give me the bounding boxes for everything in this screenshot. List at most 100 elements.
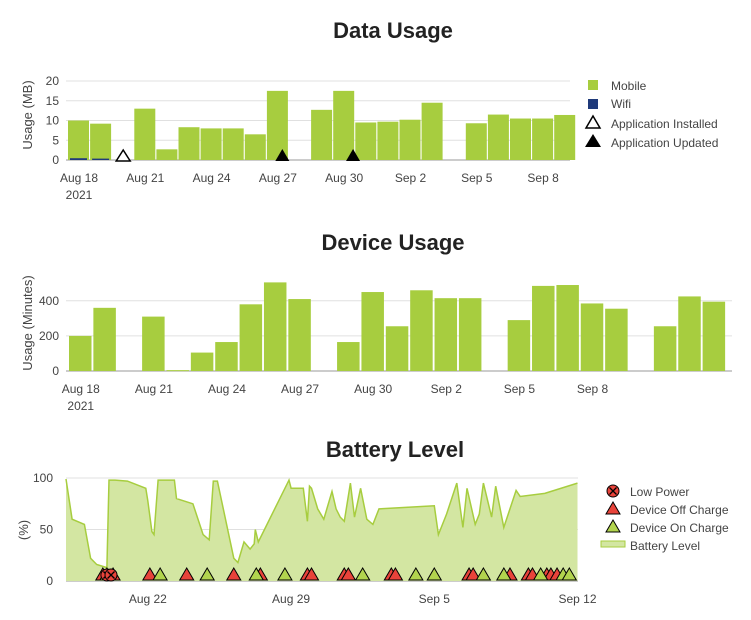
app-installed-marker[interactable] <box>114 148 132 162</box>
mobile-bar[interactable] <box>68 120 89 161</box>
legend-item-wifi[interactable]: Wifi <box>588 97 631 111</box>
mobile-bar[interactable] <box>554 114 576 160</box>
data-usage-legend: Mobile Wifi Application Installed Applic… <box>584 79 718 150</box>
mobile-bar[interactable] <box>399 119 421 160</box>
device-usage-bar[interactable] <box>605 308 628 371</box>
device-on-charge-marker[interactable] <box>354 567 371 581</box>
mobile-bar[interactable] <box>510 118 531 160</box>
device-usage-bar[interactable] <box>288 299 311 371</box>
device-off-charge-marker[interactable] <box>178 567 195 581</box>
mobile-bar[interactable] <box>377 121 399 160</box>
device-usage-bar[interactable] <box>385 326 409 371</box>
device-on-charge-marker[interactable] <box>277 567 293 581</box>
device-usage-bars <box>69 282 726 372</box>
device-usage-bar[interactable] <box>263 282 287 371</box>
battery-level-line[interactable] <box>65 477 578 569</box>
device-usage-bar[interactable] <box>239 304 263 371</box>
device-usage-bar[interactable] <box>556 285 579 371</box>
device-usage-bar[interactable] <box>458 298 482 371</box>
device-usage-bar[interactable] <box>190 352 214 371</box>
battery-level-ylabel: (%) <box>16 520 31 540</box>
device-off-charge-icon <box>605 501 621 515</box>
y-tick-label: 10 <box>46 114 60 128</box>
mobile-bar[interactable] <box>222 128 244 160</box>
device-off-charge-marker[interactable] <box>340 567 357 581</box>
legend-item-mobile[interactable]: Mobile <box>588 79 647 93</box>
device-off-charge-marker[interactable] <box>303 567 320 581</box>
y-tick-label: 0 <box>52 153 59 167</box>
battery-level-chart: Battery Level (%) 0 50 100 Aug 22 Aug 29 Sep… <box>16 437 729 606</box>
mobile-bar[interactable] <box>333 90 355 160</box>
legend-item-battery-level[interactable]: Battery Level <box>600 539 700 553</box>
device-off-charge-marker[interactable] <box>142 567 158 581</box>
device-on-charge-marker[interactable] <box>561 567 578 581</box>
device-usage-xticks: Aug 18 2021 Aug 21 Aug 24 Aug 27 Aug 30 Sep 2 S… <box>62 382 609 413</box>
data-usage-ylabel: Usage (MB) <box>20 80 35 149</box>
legend-item-app-updated[interactable]: Application Updated <box>585 134 718 150</box>
y-tick-label: 100 <box>33 471 53 485</box>
device-on-charge-marker[interactable] <box>152 567 168 581</box>
mobile-bar[interactable] <box>355 122 377 160</box>
device-on-charge-marker[interactable] <box>199 567 216 581</box>
data-usage-xticks: Aug 18 2021 Aug 21 Aug 24 Aug 27 Aug 30 Sep 2 S… <box>60 171 559 202</box>
device-usage-bar[interactable] <box>678 296 701 371</box>
app-updated-marker[interactable] <box>275 149 290 161</box>
data-usage-yticks: 0 5 10 15 20 <box>46 74 60 167</box>
legend-item-device-off-charge[interactable]: Device Off Charge <box>605 501 729 517</box>
x-tick-label: Aug 18 <box>60 171 98 185</box>
app-updated-marker[interactable] <box>346 149 361 161</box>
device-on-charge-marker[interactable] <box>495 567 512 581</box>
device-usage-bar[interactable] <box>410 290 433 371</box>
device-usage-bar[interactable] <box>361 292 384 371</box>
battery-level-title: Battery Level <box>326 437 464 462</box>
x-tick-label: Aug 21 <box>135 382 173 396</box>
mobile-bar[interactable] <box>200 128 222 160</box>
device-off-charge-marker[interactable] <box>225 567 242 581</box>
x-tick-sublabel: 2021 <box>66 188 93 202</box>
device-off-charge-marker[interactable] <box>387 567 404 581</box>
mobile-bar[interactable] <box>266 90 288 160</box>
mobile-bar[interactable] <box>465 123 487 160</box>
device-on-charge-marker[interactable] <box>475 567 492 581</box>
device-on-charge-marker[interactable] <box>532 567 549 581</box>
legend-item-app-installed[interactable]: Application Installed <box>584 114 718 131</box>
mobile-bar[interactable] <box>532 118 554 160</box>
device-usage-bar[interactable] <box>142 316 165 371</box>
device-usage-bar[interactable] <box>580 303 604 371</box>
legend-item-device-on-charge[interactable]: Device On Charge <box>605 519 729 535</box>
low-power-x-mark <box>107 571 115 579</box>
legend-item-low-power[interactable]: Low Power <box>606 484 689 499</box>
x-tick-label: Sep 2 <box>431 382 463 396</box>
device-usage-bar[interactable] <box>532 285 555 371</box>
y-tick-label: 20 <box>46 74 60 88</box>
device-usage-bar[interactable] <box>69 335 92 371</box>
mobile-bar[interactable] <box>244 134 266 160</box>
device-usage-bar[interactable] <box>507 320 531 371</box>
mobile-bar[interactable] <box>487 114 509 160</box>
device-off-charge-marker[interactable] <box>465 567 482 581</box>
mobile-bar[interactable] <box>311 109 333 160</box>
x-tick-label: Sep 5 <box>419 592 451 606</box>
wifi-bar[interactable] <box>92 158 110 160</box>
device-usage-bar[interactable] <box>434 298 458 371</box>
mobile-bar[interactable] <box>178 127 200 160</box>
device-usage-bar[interactable] <box>215 342 238 371</box>
mobile-bar[interactable] <box>421 102 443 160</box>
device-on-charge-marker[interactable] <box>248 567 265 581</box>
device-usage-bar[interactable] <box>702 301 726 371</box>
device-on-charge-marker[interactable] <box>426 567 443 581</box>
device-usage-bar[interactable] <box>653 326 677 371</box>
mobile-bar[interactable] <box>90 123 112 160</box>
device-usage-bar[interactable] <box>166 370 189 372</box>
device-usage-bar[interactable] <box>337 342 360 371</box>
x-tick-label: Sep 2 <box>395 171 427 185</box>
wifi-bar[interactable] <box>70 158 87 160</box>
mobile-bar[interactable] <box>156 149 178 160</box>
device-on-charge-marker[interactable] <box>407 567 424 581</box>
x-tick-sublabel: 2021 <box>67 399 94 413</box>
device-usage-bar[interactable] <box>93 307 116 371</box>
legend-device-off-charge-label: Device Off Charge <box>630 503 729 517</box>
app-updated-triangle-icon <box>585 134 601 147</box>
mobile-bar[interactable] <box>134 108 156 160</box>
